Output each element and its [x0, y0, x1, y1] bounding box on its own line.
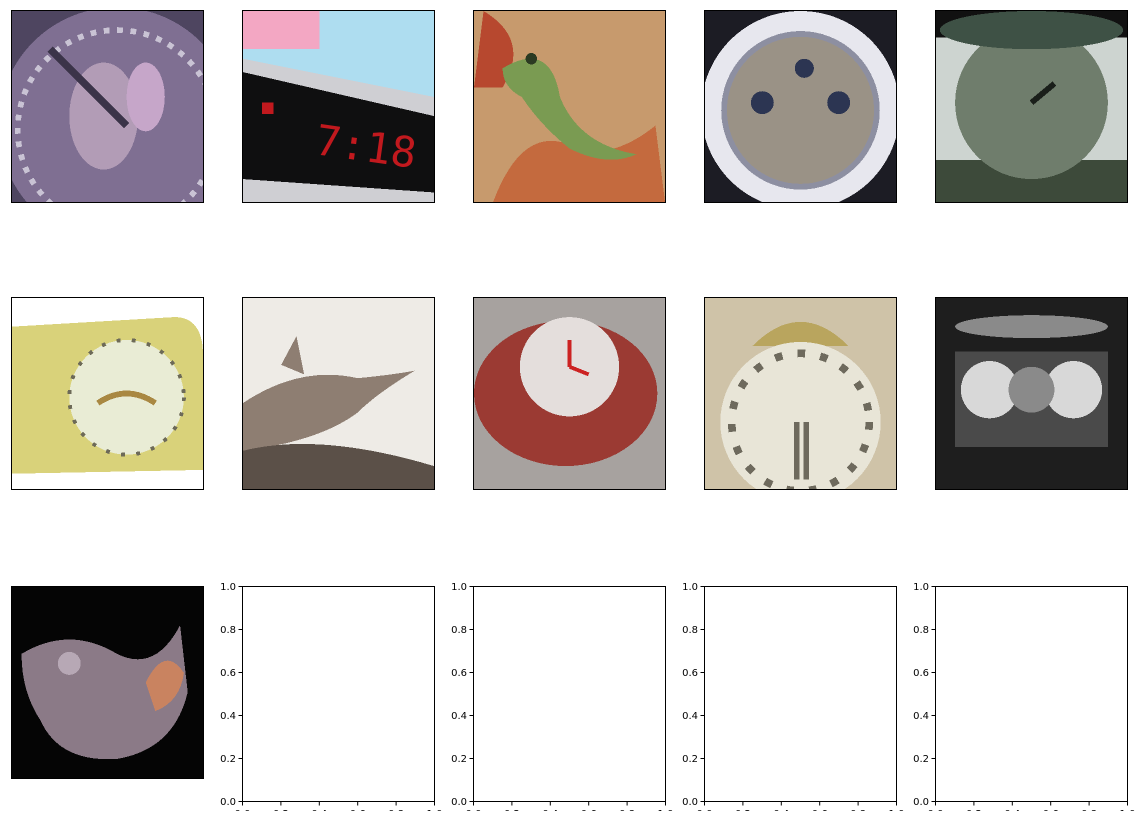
thumbnail-crocodile-painting — [473, 10, 666, 203]
ornate-clock-image — [705, 298, 896, 489]
y-tick-label: 0.4 — [682, 711, 698, 722]
x-tick-label: 1.0 — [658, 809, 674, 811]
dinosaur-figure-image — [12, 587, 203, 778]
thumbnail-ornate-clock — [704, 297, 897, 490]
thumbnail-alarm-clock-green — [935, 10, 1128, 203]
thumbnail-clock-red-round — [473, 297, 666, 490]
y-tick-label: 0.4 — [451, 711, 467, 722]
x-tick-label: 0.8 — [850, 809, 866, 811]
x-tick-label: 1.0 — [427, 809, 443, 811]
y-tick-label: 1.0 — [451, 582, 467, 593]
y-tick-label: 0.6 — [913, 668, 929, 679]
empty-axes-1: 0.0 0.2 0.4 0.6 0.8 1.0 0.0 0.2 0.4 0.6 0.8 1.0 — [220, 582, 443, 811]
y-tick-label: 0.0 — [451, 797, 467, 808]
y-tick-label: 0.4 — [913, 711, 929, 722]
y-tick-label: 0.2 — [451, 754, 467, 765]
y-tick-label: 0.8 — [913, 625, 929, 636]
y-tick-label: 1.0 — [220, 582, 236, 593]
y-tick-label: 0.2 — [913, 754, 929, 765]
crocodile-photo-image — [243, 298, 434, 489]
y-tick-label: 0.4 — [220, 711, 236, 722]
x-tick-label: 0.4 — [311, 809, 327, 811]
x-tick-label: 0.4 — [773, 809, 789, 811]
empty-axes-2: 0.0 0.2 0.4 0.6 0.8 1.0 0.0 0.2 0.4 0.6 0.8 1.0 — [451, 582, 674, 811]
x-tick-label: 0.4 — [542, 809, 558, 811]
thumbnail-mantel-clock-yellow — [11, 297, 204, 490]
x-tick-label: 0.6 — [1043, 809, 1059, 811]
y-tick-label: 0.2 — [220, 754, 236, 765]
x-tick-label: 0.2 — [273, 809, 289, 811]
y-tick-label: 0.8 — [682, 625, 698, 636]
x-tick-label: 1.0 — [1120, 809, 1136, 811]
y-tick-label: 0.6 — [451, 668, 467, 679]
wall-clock-purple-image — [12, 11, 203, 202]
thumbnail-crocodile-photo — [242, 297, 435, 490]
axes-frame — [935, 586, 1128, 802]
thumbnail-dinosaur-figure — [11, 586, 204, 779]
crocodile-painting-image — [474, 11, 665, 202]
x-tick-label: 0.8 — [619, 809, 635, 811]
clock-red-round-image — [474, 298, 665, 489]
thumbnail-clock-dark — [935, 297, 1128, 490]
y-tick-label: 0.8 — [451, 625, 467, 636]
x-tick-label: 0.0 — [235, 809, 251, 811]
thumbnail-digital-alarm-clock: 7:18 — [242, 10, 435, 203]
clock-dark-image — [936, 298, 1127, 489]
wall-clock-white-image — [705, 11, 896, 202]
y-tick-label: 0.6 — [220, 668, 236, 679]
x-tick-label: 0.4 — [1004, 809, 1020, 811]
axes-frame — [704, 586, 897, 802]
x-tick-label: 0.2 — [966, 809, 982, 811]
x-tick-label: 0.2 — [735, 809, 751, 811]
x-tick-label: 0.6 — [812, 809, 828, 811]
x-tick-label: 0.0 — [466, 809, 482, 811]
thumbnail-wall-clock-white — [704, 10, 897, 203]
empty-axes-4: 0.0 0.2 0.4 0.6 0.8 1.0 0.0 0.2 0.4 0.6 0.8 1.0 — [913, 582, 1136, 811]
y-tick-label: 1.0 — [913, 582, 929, 593]
x-tick-label: 0.2 — [504, 809, 520, 811]
x-tick-label: 0.8 — [388, 809, 404, 811]
y-tick-label: 0.0 — [682, 797, 698, 808]
x-tick-label: 0.8 — [1081, 809, 1097, 811]
y-tick-label: 0.0 — [220, 797, 236, 808]
x-tick-label: 0.0 — [697, 809, 713, 811]
mantel-clock-yellow-image — [12, 298, 203, 489]
y-tick-label: 0.6 — [682, 668, 698, 679]
y-tick-label: 0.2 — [682, 754, 698, 765]
y-tick-label: 0.0 — [913, 797, 929, 808]
thumbnail-wall-clock-purple — [11, 10, 204, 203]
y-tick-label: 0.8 — [220, 625, 236, 636]
x-tick-label: 0.6 — [350, 809, 366, 811]
y-tick-label: 1.0 — [682, 582, 698, 593]
x-tick-label: 1.0 — [889, 809, 905, 811]
empty-axes-3: 0.0 0.2 0.4 0.6 0.8 1.0 0.0 0.2 0.4 0.6 0.8 1.0 — [682, 582, 905, 811]
axes-frame — [473, 586, 666, 802]
digital-alarm-clock-image: 7:18 — [243, 11, 434, 202]
axes-frame — [242, 586, 435, 802]
x-tick-label: 0.0 — [928, 809, 944, 811]
x-tick-label: 0.6 — [581, 809, 597, 811]
alarm-clock-green-image — [936, 11, 1127, 202]
